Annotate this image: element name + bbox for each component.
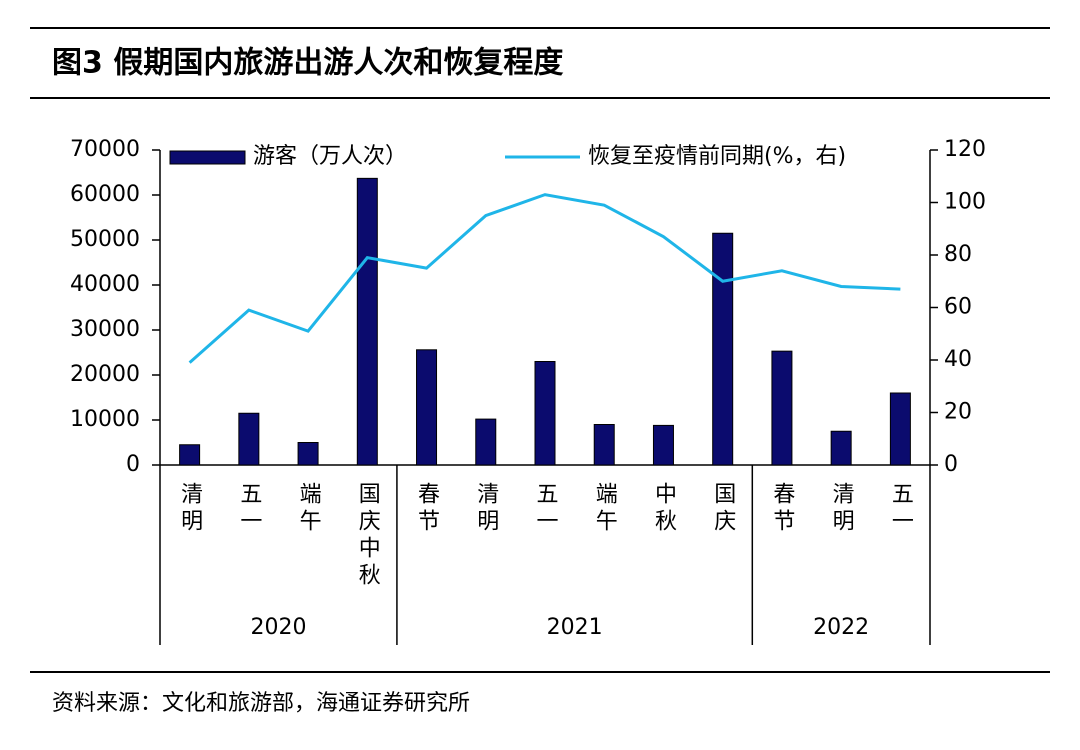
bar (238, 412, 260, 466)
x-tick-label: 清明 (177, 482, 203, 536)
y-tick-label: 0 (126, 452, 140, 477)
legend-label: 恢复至疫情前同期(%，右) (588, 144, 846, 169)
y2-tick-label: 60 (944, 295, 972, 320)
x-tick-label: 春节 (769, 482, 795, 536)
legend-label: 游客（万人次） (253, 144, 407, 169)
bar (830, 430, 852, 466)
y2-tick-label: 100 (944, 190, 986, 215)
bar (712, 232, 734, 466)
bar (889, 392, 911, 466)
bar (593, 424, 615, 466)
y-tick-label: 60000 (70, 182, 140, 207)
legend-swatch (169, 150, 246, 165)
x-tick-label: 清明 (473, 482, 499, 536)
x-tick-label: 五一 (236, 482, 262, 536)
group-label: 2022 (813, 615, 869, 640)
x-tick-label: 端午 (296, 482, 322, 536)
bar (179, 444, 201, 466)
bar (416, 349, 438, 466)
y2-tick-label: 0 (944, 452, 958, 477)
y-tick-label: 70000 (70, 137, 140, 162)
y-tick-label: 30000 (70, 317, 140, 342)
x-tick-label: 中秋 (651, 482, 677, 536)
x-tick-label: 国庆中秋 (355, 482, 381, 590)
bar (475, 418, 497, 466)
x-tick-label: 五一 (888, 482, 914, 536)
y-tick-label: 40000 (70, 272, 140, 297)
bar (356, 177, 378, 466)
x-tick-label: 春节 (414, 482, 440, 536)
bar (297, 442, 319, 466)
y-tick-label: 20000 (70, 362, 140, 387)
group-label: 2021 (547, 615, 603, 640)
x-tick-label: 国庆 (710, 482, 736, 536)
source: 资料来源：文化和旅游部，海通证券研究所 (52, 691, 470, 716)
y2-tick-label: 80 (944, 242, 972, 267)
y-tick-label: 10000 (70, 407, 140, 432)
bar (652, 424, 674, 466)
x-tick-label: 五一 (533, 482, 559, 536)
y2-tick-label: 20 (944, 400, 972, 425)
bar (534, 361, 556, 466)
x-tick-label: 端午 (592, 482, 618, 536)
chart-title: 图3 假期国内旅游出游人次和恢复程度 (52, 46, 563, 81)
y-tick-label: 50000 (70, 227, 140, 252)
y2-tick-label: 120 (944, 137, 986, 162)
line (188, 193, 901, 364)
bar (771, 350, 793, 466)
x-tick-label: 清明 (829, 482, 855, 536)
group-label: 2020 (250, 615, 306, 640)
y2-tick-label: 40 (944, 347, 972, 372)
